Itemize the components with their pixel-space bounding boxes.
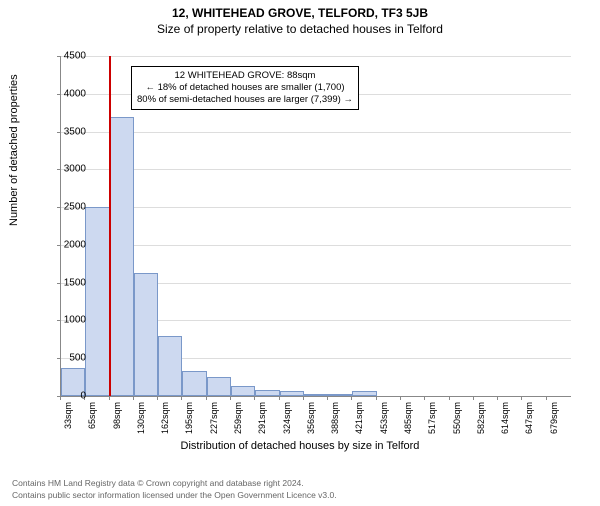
histogram-bar xyxy=(304,394,328,396)
title-line-2: Size of property relative to detached ho… xyxy=(0,22,600,36)
histogram-bar xyxy=(182,371,206,396)
ytick-label: 1000 xyxy=(46,315,86,326)
x-axis-label: Distribution of detached houses by size … xyxy=(0,440,600,452)
xtick-label: 162sqm xyxy=(160,402,170,442)
xtick-mark xyxy=(473,396,474,400)
grid-line xyxy=(61,245,571,246)
xtick-label: 324sqm xyxy=(282,402,292,442)
xtick-mark xyxy=(400,396,401,400)
histogram-bar xyxy=(85,207,109,396)
xtick-mark xyxy=(376,396,377,400)
ytick-label: 2000 xyxy=(46,239,86,250)
xtick-label: 291sqm xyxy=(257,402,267,442)
xtick-label: 33sqm xyxy=(63,402,73,442)
histogram-bar xyxy=(134,273,158,396)
title-line-1: 12, WHITEHEAD GROVE, TELFORD, TF3 5JB xyxy=(0,6,600,20)
histogram-bar xyxy=(158,336,182,396)
xtick-label: 195sqm xyxy=(184,402,194,442)
histogram-bar xyxy=(207,377,231,396)
xtick-mark xyxy=(449,396,450,400)
xtick-mark xyxy=(351,396,352,400)
histogram-bar xyxy=(255,390,279,396)
ytick-label: 0 xyxy=(46,391,86,402)
chart-container: 12, WHITEHEAD GROVE, TELFORD, TF3 5JB Si… xyxy=(0,6,600,506)
xtick-label: 227sqm xyxy=(209,402,219,442)
ytick-label: 1500 xyxy=(46,277,86,288)
ytick-label: 3500 xyxy=(46,126,86,137)
xtick-mark xyxy=(109,396,110,400)
footer-line-2: Contains public sector information licen… xyxy=(12,490,337,500)
xtick-mark xyxy=(254,396,255,400)
plot-region: 12 WHITEHEAD GROVE: 88sqm ← 18% of detac… xyxy=(60,56,571,397)
annotation-line-2: ← 18% of detached houses are smaller (1,… xyxy=(137,82,353,94)
histogram-bar xyxy=(352,391,376,396)
grid-line xyxy=(61,207,571,208)
xtick-label: 679sqm xyxy=(549,402,559,442)
y-axis-label: Number of detached properties xyxy=(8,74,20,226)
xtick-mark xyxy=(521,396,522,400)
annotation-box: 12 WHITEHEAD GROVE: 88sqm ← 18% of detac… xyxy=(131,66,359,110)
xtick-label: 550sqm xyxy=(452,402,462,442)
annotation-line-1: 12 WHITEHEAD GROVE: 88sqm xyxy=(137,70,353,82)
xtick-mark xyxy=(327,396,328,400)
footer-line-1: Contains HM Land Registry data © Crown c… xyxy=(12,478,304,488)
property-marker-line xyxy=(109,56,111,396)
xtick-label: 388sqm xyxy=(330,402,340,442)
xtick-label: 98sqm xyxy=(112,402,122,442)
histogram-bar xyxy=(328,394,352,396)
xtick-mark xyxy=(424,396,425,400)
histogram-bar xyxy=(231,386,255,396)
ytick-label: 4000 xyxy=(46,88,86,99)
annotation-line-3: 80% of semi-detached houses are larger (… xyxy=(137,94,353,106)
xtick-mark xyxy=(497,396,498,400)
xtick-label: 421sqm xyxy=(354,402,364,442)
xtick-mark xyxy=(230,396,231,400)
xtick-label: 517sqm xyxy=(427,402,437,442)
xtick-mark xyxy=(546,396,547,400)
xtick-label: 65sqm xyxy=(87,402,97,442)
ytick-label: 500 xyxy=(46,353,86,364)
xtick-mark xyxy=(157,396,158,400)
xtick-label: 582sqm xyxy=(476,402,486,442)
histogram-bar xyxy=(110,117,134,396)
xtick-mark xyxy=(181,396,182,400)
histogram-bar xyxy=(280,391,304,396)
xtick-label: 259sqm xyxy=(233,402,243,442)
ytick-label: 4500 xyxy=(46,51,86,62)
grid-line xyxy=(61,132,571,133)
ytick-label: 3000 xyxy=(46,164,86,175)
ytick-label: 2500 xyxy=(46,202,86,213)
xtick-mark xyxy=(206,396,207,400)
xtick-label: 453sqm xyxy=(379,402,389,442)
xtick-mark xyxy=(279,396,280,400)
xtick-label: 485sqm xyxy=(403,402,413,442)
xtick-label: 647sqm xyxy=(524,402,534,442)
xtick-label: 356sqm xyxy=(306,402,316,442)
xtick-mark xyxy=(133,396,134,400)
xtick-mark xyxy=(303,396,304,400)
xtick-label: 130sqm xyxy=(136,402,146,442)
chart-area: 12 WHITEHEAD GROVE: 88sqm ← 18% of detac… xyxy=(60,56,570,426)
grid-line xyxy=(61,56,571,57)
xtick-label: 614sqm xyxy=(500,402,510,442)
grid-line xyxy=(61,169,571,170)
